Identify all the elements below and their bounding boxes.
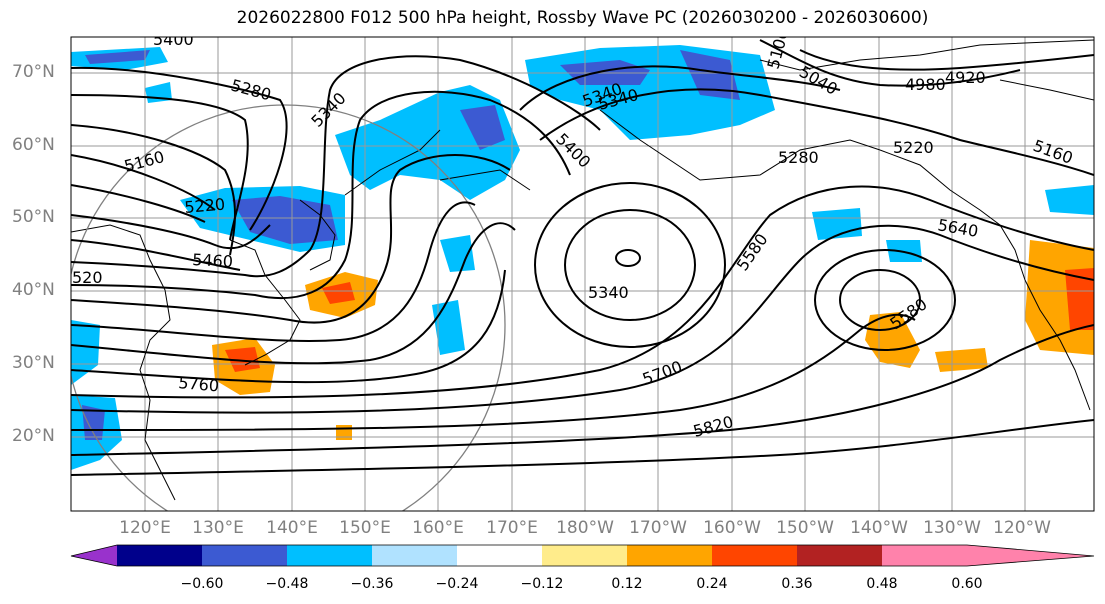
lat-label: 70°N <box>12 62 55 82</box>
colorbar-tick-label: −0.48 <box>265 576 309 592</box>
colorbar-segment <box>882 545 967 566</box>
colorbar-tick-label: 0.36 <box>781 576 813 592</box>
coastlines <box>71 39 1094 501</box>
lon-label: 170°W <box>629 518 687 538</box>
colorbar-right-extension <box>967 545 1094 566</box>
colorbar-tick-label: −0.36 <box>350 576 394 592</box>
lat-label: 30°N <box>12 353 55 373</box>
lon-label: 120°W <box>993 518 1051 538</box>
contour-label: 5400 <box>153 30 194 49</box>
contour-label: 5280 <box>778 148 819 167</box>
lon-label: 160°W <box>703 518 761 538</box>
lat-label: 60°N <box>12 135 55 155</box>
lon-label: 150°E <box>339 518 391 538</box>
lon-label: 140°E <box>266 518 318 538</box>
colorbar-left-extension <box>71 545 117 566</box>
lon-label: 140°W <box>850 518 908 538</box>
colorbar-segment <box>712 545 797 566</box>
colorbar-segment <box>372 545 457 566</box>
contour-label: 520 <box>72 268 103 287</box>
colorbar-tick-label: 0.60 <box>951 576 983 592</box>
colorbar-segment <box>797 545 882 566</box>
colorbar-segment <box>627 545 712 566</box>
colorbar-tick-label: −0.12 <box>520 576 564 592</box>
lon-label: 150°W <box>776 518 834 538</box>
contour-label: 5460 <box>192 250 234 271</box>
height-contours <box>71 39 1094 476</box>
colorbar-segment <box>287 545 372 566</box>
lon-label: 130°W <box>923 518 981 538</box>
lon-label: 180°W <box>556 518 614 538</box>
contour-label: 4980 <box>905 75 946 94</box>
graticule <box>71 37 1094 511</box>
colorbar-tick-label: −0.24 <box>435 576 479 592</box>
contour-label: 5340 <box>588 283 629 302</box>
contour-label: 5760 <box>178 373 220 395</box>
lon-label: 120°E <box>119 518 171 538</box>
colorbar-tick-label: −0.60 <box>180 576 224 592</box>
contour-label: 5220 <box>184 195 226 217</box>
colorbar-segment <box>202 545 287 566</box>
contour-label: 5220 <box>893 138 934 157</box>
map-border <box>70 36 1095 512</box>
lat-label: 40°N <box>12 280 55 300</box>
contour-label: 4920 <box>945 68 986 87</box>
colorbar-segment <box>117 545 202 566</box>
lat-label: 20°N <box>12 426 55 446</box>
lon-label: 160°E <box>412 518 464 538</box>
colorbar-tick-label: 0.12 <box>611 576 643 592</box>
colorbar-segment <box>457 545 542 566</box>
colorbar-segment <box>542 545 627 566</box>
map-title: 2026022800 F012 500 hPa height, Rossby W… <box>236 8 929 28</box>
colorbar-tick-label: 0.24 <box>696 576 728 592</box>
range-circle <box>71 104 506 511</box>
lon-label: 170°E <box>486 518 538 538</box>
lon-label: 130°E <box>192 518 244 538</box>
colorbar-tick-label: 0.48 <box>866 576 898 592</box>
colorbar <box>70 544 1095 567</box>
lat-label: 50°N <box>12 207 55 227</box>
